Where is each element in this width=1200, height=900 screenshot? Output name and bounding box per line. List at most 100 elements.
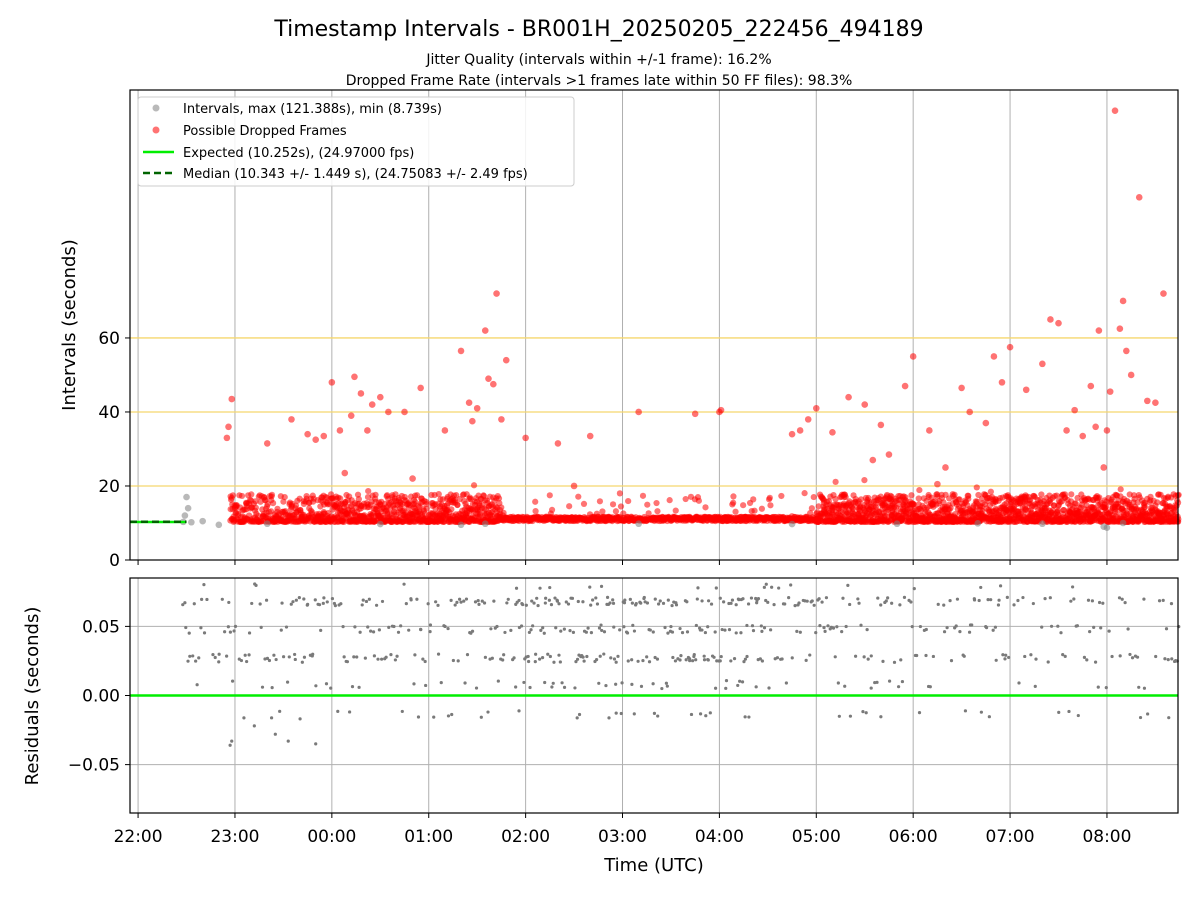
residual-point [181, 603, 185, 607]
residual-point [557, 653, 561, 657]
residual-point [1075, 624, 1079, 628]
residual-point [972, 598, 977, 602]
residual-point [805, 599, 809, 603]
residual-point [341, 625, 345, 629]
interval-point [788, 520, 796, 528]
residual-point [539, 628, 543, 632]
residual-point [680, 631, 685, 635]
residual-point [642, 596, 646, 601]
dropped-frame-outlier-point [469, 417, 476, 425]
residual-point [463, 681, 467, 685]
dropped-frame-outlier-point [926, 427, 933, 434]
residual-point [227, 600, 231, 605]
dropped-frame-point [470, 482, 478, 489]
residual-point [399, 624, 403, 628]
residual-point [902, 595, 907, 599]
interval-point [1119, 519, 1127, 527]
residual-point [977, 598, 981, 603]
residual-point [780, 657, 784, 661]
dropped-frame-point [730, 499, 737, 506]
residual-point [273, 732, 277, 736]
residual-point [1069, 599, 1073, 603]
x-tick-label: 01:00 [404, 827, 453, 847]
residual-point [857, 601, 861, 605]
residual-point [502, 653, 506, 657]
residual-point [286, 739, 290, 743]
dropped-frame-point [682, 495, 689, 503]
residual-point [514, 586, 519, 590]
interval-point [183, 493, 190, 501]
dropped-frame-point [751, 507, 758, 514]
dropped-frame-outlier-point [502, 356, 510, 364]
residual-point [1017, 681, 1021, 685]
residuals-y-tick-label: 0.05 [82, 617, 120, 637]
residual-point [490, 656, 494, 660]
dropped-frame-point [355, 495, 362, 503]
dropped-frame-point [653, 499, 660, 507]
residual-point [896, 685, 901, 689]
dropped-frame-point [238, 492, 246, 500]
residual-point [243, 653, 247, 657]
residual-point [1043, 597, 1047, 601]
residual-point [319, 628, 323, 632]
residual-point [538, 657, 542, 661]
dropped-frame-outlier-point [845, 393, 852, 401]
residual-point [384, 655, 388, 659]
residual-point [599, 623, 603, 627]
dropped-frame-outlier-point [368, 401, 376, 408]
residual-point [413, 653, 417, 657]
residual-point [631, 623, 635, 627]
dropped-frame-outlier-point [493, 290, 500, 297]
dropped-frame-outlier-point [885, 451, 893, 458]
residual-point [274, 657, 278, 662]
residual-point [750, 624, 755, 628]
residual-point [524, 603, 528, 607]
residual-point [581, 600, 585, 604]
residual-point [226, 625, 230, 629]
residual-point [377, 628, 381, 632]
interval-point [974, 520, 982, 527]
residual-point [597, 626, 602, 630]
residual-point [996, 603, 1001, 607]
residual-point [986, 597, 990, 602]
residual-point [543, 601, 547, 605]
intervals-panel: 0 20 40 60 Intervals (seconds) Intervals, m… [59, 89, 1182, 571]
dropped-frame-outlier-point [982, 419, 990, 427]
residual-point [285, 680, 290, 684]
residual-point [656, 714, 660, 718]
residual-point [736, 683, 740, 688]
residual-point [252, 724, 256, 728]
residual-point [670, 603, 674, 608]
residual-point [846, 583, 850, 587]
residual-point [591, 598, 595, 602]
dropped-frame-point [857, 496, 865, 503]
residual-point [879, 715, 883, 719]
residual-point [949, 659, 954, 663]
residual-point [614, 711, 618, 715]
residual-point [1082, 655, 1087, 659]
residual-point [575, 657, 580, 661]
residual-point [673, 659, 678, 663]
residual-point [684, 658, 688, 662]
residual-point [230, 679, 235, 683]
residual-point [223, 630, 227, 634]
residual-point [527, 630, 532, 635]
residual-point [600, 628, 604, 633]
residual-point [330, 596, 335, 601]
residual-point [1031, 601, 1035, 606]
residual-point [317, 603, 322, 607]
residual-point [1088, 630, 1092, 634]
residual-point [585, 654, 589, 659]
residual-point [632, 712, 636, 716]
dropped-frame-point [973, 484, 980, 491]
residual-point [890, 601, 894, 605]
residual-point [729, 601, 733, 605]
dropped-frame-outlier-point [304, 430, 311, 438]
residual-point [531, 624, 535, 628]
residual-point [548, 654, 552, 659]
residual-point [651, 682, 655, 686]
residual-point [280, 601, 284, 605]
residual-point [1130, 656, 1135, 660]
x-tick-label: 03:00 [598, 827, 647, 847]
residual-point [287, 655, 291, 659]
